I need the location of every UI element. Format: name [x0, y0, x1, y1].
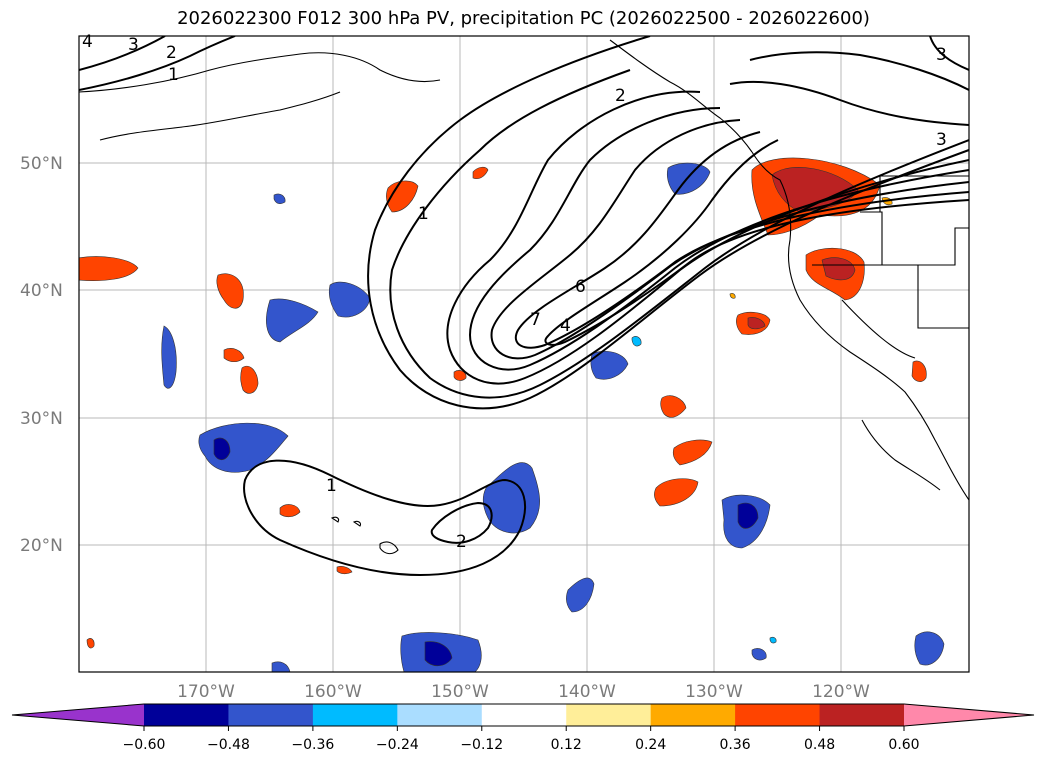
pv-contour-label: 3: [936, 130, 947, 150]
pv-contour-label: 3: [128, 35, 139, 55]
pv-contours: [79, 36, 969, 577]
pv-contour-label: 6: [575, 277, 586, 297]
colorbar-tick-label: 0.48: [804, 737, 835, 753]
colorbar-segment: [819, 704, 905, 726]
colorbar: −0.60 −0.48 −0.36 −0.24 −0.12 0.12 0.24 0.36 0.4…: [11, 703, 1035, 753]
colorbar-segment: [481, 704, 567, 726]
colorbar-segment: [735, 704, 821, 726]
map-frame: [78, 35, 970, 673]
lat-label-20n: 20°N: [20, 536, 63, 556]
colorbar-segment: [566, 704, 652, 726]
pv-contour-label: 1: [326, 476, 337, 496]
pv-contour-label-group: 1 2 3 4 6 7 1 2 3 4 3 1 2: [82, 32, 947, 552]
colorbar-tick-label: 0.24: [635, 737, 666, 753]
precip-negative-areas: [161, 162, 945, 672]
colorbar-tick-label: −0.36: [291, 737, 334, 753]
lat-label-40n: 40°N: [20, 281, 63, 301]
pv-contour-label: 1: [168, 65, 179, 85]
lon-label-120w: 120°W: [812, 682, 870, 702]
colorbar-segment: [650, 704, 736, 726]
pv-contour-label: 3: [936, 45, 947, 65]
pv-contour-label: 2: [166, 43, 177, 63]
pv-contour-label: 1: [418, 204, 429, 224]
pv-contour-label: 2: [615, 86, 626, 106]
lat-labels: 50°N 40°N 30°N 20°N: [20, 154, 63, 556]
coastlines: [79, 39, 969, 555]
pv-contour-label: 4: [560, 316, 571, 336]
colorbar-extend-high: [904, 704, 1034, 726]
lon-label-140w: 140°W: [558, 682, 616, 702]
lon-label-170w: 170°W: [177, 682, 235, 702]
colorbar-tick-label: 0.36: [720, 737, 751, 753]
colorbar-tick-label: −0.48: [207, 737, 250, 753]
colorbar-segment: [397, 704, 483, 726]
colorbar-tick-label: −0.24: [376, 737, 419, 753]
gridlines: [79, 36, 969, 672]
pv-contour-label: 2: [456, 532, 467, 552]
colorbar-segment: [312, 704, 398, 726]
colorbar-tick-label: −0.12: [460, 737, 503, 753]
lat-label-30n: 30°N: [20, 409, 63, 429]
lon-label-130w: 130°W: [685, 682, 743, 702]
colorbar-tick-label: 0.12: [551, 737, 582, 753]
map-frame-bg: [79, 36, 969, 672]
map-title: 2026022300 F012 300 hPa PV, precipitatio…: [177, 8, 870, 29]
colorbar-tick-label: −0.60: [123, 737, 166, 753]
lon-labels: 170°W 160°W 150°W 140°W 130°W 120°W: [177, 682, 870, 702]
colorbar-segment: [144, 704, 229, 726]
lat-label-50n: 50°N: [20, 154, 63, 174]
lon-label-150w: 150°W: [431, 682, 489, 702]
pv-contour-label: 7: [530, 310, 541, 330]
colorbar-segment: [228, 704, 314, 726]
pv-contour-label: 4: [82, 32, 93, 52]
colorbar-tick-label: 0.60: [888, 737, 919, 753]
colorbar-extend-low: [12, 704, 144, 726]
lon-label-160w: 160°W: [304, 682, 362, 702]
